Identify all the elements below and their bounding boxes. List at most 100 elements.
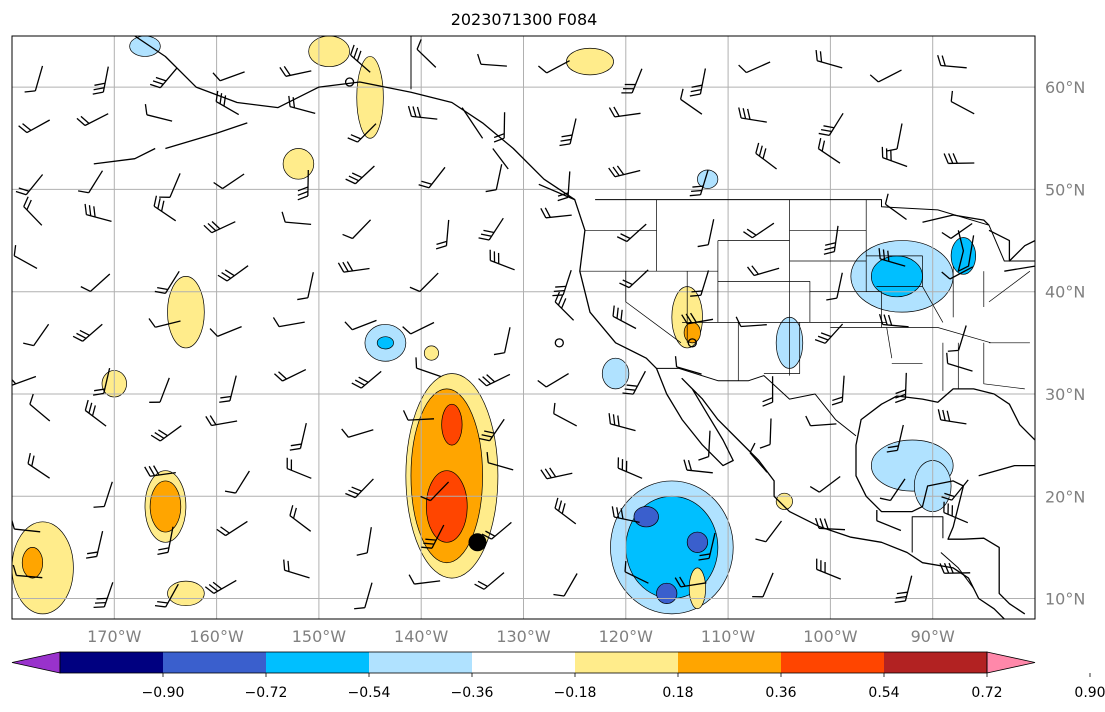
wind-barb: [493, 112, 506, 143]
wind-barb: [217, 265, 249, 282]
wind-barb: [93, 367, 111, 396]
station-ring-marker: [344, 77, 355, 87]
wind-barb: [345, 165, 375, 185]
wind-barb: [272, 317, 305, 328]
wind-barb: [895, 372, 907, 404]
wind-barb: [289, 505, 312, 532]
wind-barb: [341, 428, 374, 438]
wind-barb: [24, 65, 44, 93]
wind-barb: [816, 558, 842, 580]
field-patch-22: [282, 148, 315, 180]
wind-barb: [157, 526, 174, 555]
wind-barb: [409, 272, 439, 293]
wind-barb: [941, 222, 973, 239]
wind-barb: [878, 248, 906, 267]
coastline: [492, 148, 509, 170]
field-patch-3: [441, 403, 463, 446]
field-patch-35: [129, 36, 161, 57]
wind-barb: [421, 524, 445, 549]
wind-barb: [478, 217, 504, 241]
wind-barb: [149, 67, 178, 89]
coastline: [957, 230, 975, 272]
wind-barb: [939, 562, 971, 574]
wind-barb: [144, 465, 176, 477]
wind-barb: [759, 418, 772, 449]
field-patch-33: [688, 567, 706, 610]
wind-barb: [148, 318, 181, 328]
wind-barb: [78, 170, 104, 194]
field-patch-34: [423, 345, 439, 361]
coastline: [134, 36, 1005, 619]
wind-barb: [337, 261, 370, 273]
field-patch-21: [356, 56, 384, 139]
map-area: [12, 36, 1035, 619]
wind-barb: [407, 105, 438, 120]
coastline: [855, 388, 1035, 615]
colorbar-extend-low: [11, 651, 61, 674]
colorbar-segment: [781, 652, 885, 673]
state-boundary: [988, 270, 1031, 303]
wind-barb: [213, 173, 245, 190]
coastline: [988, 229, 1035, 262]
wind-barb: [622, 370, 646, 395]
colorbar-tick-label: 0.90: [1074, 685, 1105, 701]
lat-tick-label: 20°N: [1045, 487, 1085, 506]
wind-barb: [886, 424, 904, 453]
country-borders: [410, 36, 1035, 589]
colorbar-tick-label: −0.36: [451, 685, 494, 701]
wind-barb: [15, 174, 44, 196]
state-boundary: [983, 342, 1025, 390]
wind-barb: [347, 123, 377, 143]
wind-barb: [617, 457, 643, 479]
wind-barb: [689, 68, 707, 97]
wind-barb: [27, 452, 50, 479]
wind-barb: [817, 137, 841, 164]
wind-barb: [205, 415, 238, 427]
wind-barb: [690, 270, 710, 297]
colorbar-segment: [678, 652, 782, 673]
colorbar-extend-high: [986, 651, 1036, 674]
wind-barb: [755, 142, 777, 170]
field-patch-8: [656, 582, 678, 605]
wind-barb: [881, 146, 908, 168]
wind-barb: [204, 579, 237, 594]
coastline: [922, 214, 990, 226]
lat-tick-label: 30°N: [1045, 385, 1085, 404]
lon-tick-label: 110°W: [701, 627, 756, 646]
colorbar-segment: [884, 652, 988, 673]
wind-barb: [478, 373, 511, 387]
wind-barb: [552, 269, 572, 297]
wind-barb: [814, 517, 846, 531]
wind-barb: [941, 479, 969, 501]
wind-barb: [831, 375, 845, 406]
wind-barb: [203, 221, 236, 234]
country-border: [940, 552, 974, 589]
wind-barb: [554, 497, 577, 525]
field-patch-15: [149, 480, 182, 533]
wind-barb: [554, 291, 575, 321]
wind-barb: [553, 402, 578, 427]
coastline: [1004, 265, 1035, 272]
lon-tick-label: 130°W: [496, 627, 551, 646]
wind-barb: [150, 425, 182, 442]
colorbar-segment: [163, 652, 267, 673]
wind-barb: [815, 49, 843, 69]
wind-barb: [540, 207, 572, 219]
wind-barb: [738, 107, 767, 123]
wind-barb: [735, 316, 767, 328]
wind-barb: [749, 442, 768, 473]
wind-barb: [297, 169, 309, 201]
wind-barb: [826, 272, 843, 301]
lat-tick-label: 60°N: [1045, 78, 1085, 97]
wind-barb: [274, 369, 307, 382]
wind-barb: [415, 357, 442, 378]
station-ring-marker: [687, 338, 697, 348]
wind-barb: [879, 478, 906, 502]
field-patch-17: [21, 547, 44, 579]
wind-barb: [159, 173, 181, 198]
field-patch-11: [950, 237, 977, 275]
wind-barb: [297, 272, 314, 301]
wind-barb: [418, 166, 446, 189]
wind-barb: [674, 356, 702, 375]
colorbar-tick-label: 0.18: [662, 685, 693, 701]
